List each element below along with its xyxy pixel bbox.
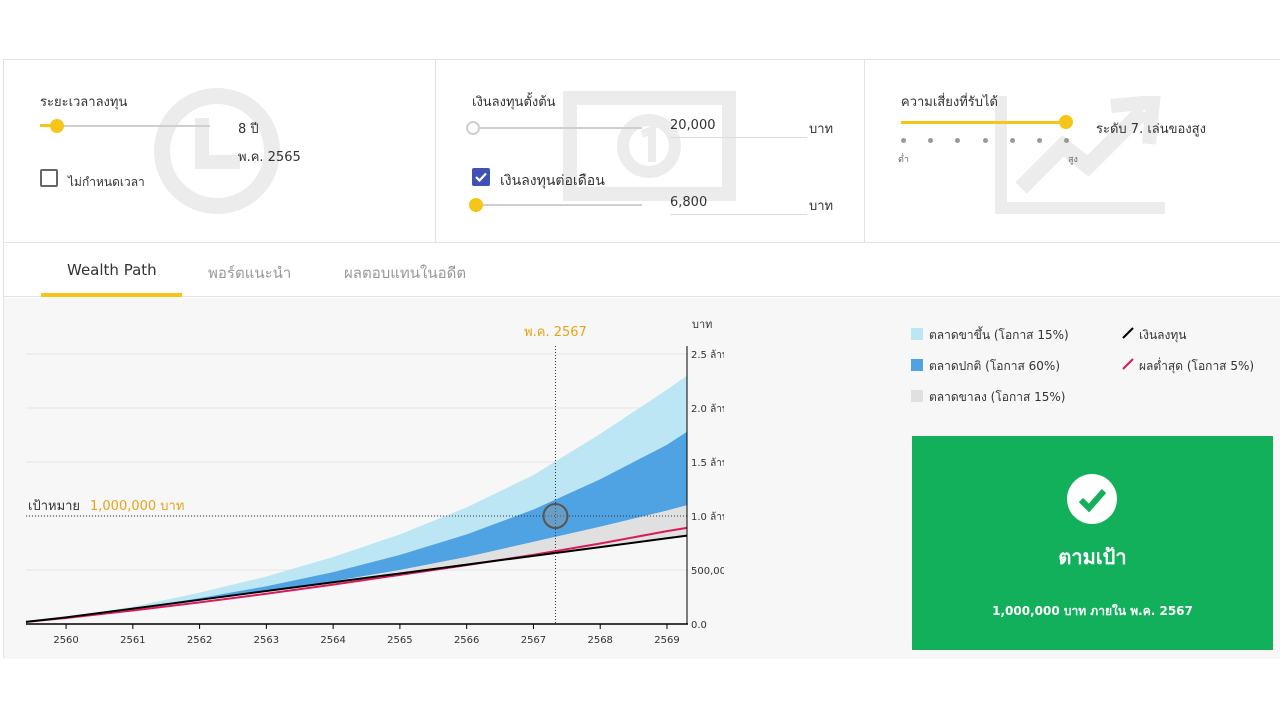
x-tick-label: 2561 — [120, 635, 145, 646]
duration-value: 8 ปี — [238, 122, 259, 137]
duration-slider-fill — [40, 124, 57, 127]
x-tick-label: 2567 — [521, 635, 546, 646]
goal-status-title: ตามเป้า — [1058, 545, 1127, 569]
risk-level-text: ระดับ 7. เล่นของสูง — [1096, 122, 1206, 137]
risk-slider-fill — [901, 121, 1066, 124]
investment-panel: เงินลงทุนตั้งต้น 20,000 บาท เงินลงทุนต่อ… — [436, 60, 865, 242]
tab-recommended-portfolio[interactable]: พอร์ตแนะนำ — [208, 264, 292, 282]
x-tick-label: 2560 — [53, 635, 78, 646]
duration-slider-knob[interactable] — [50, 119, 64, 133]
monthly-slider-track[interactable] — [472, 204, 642, 206]
risk-panel: ความเสี่ยงที่รับได้ ระดับ 7. เล่นของสูง … — [865, 60, 1280, 242]
y-tick-label: 2.0 ล้าน — [691, 403, 724, 415]
duration-panel: ระยะเวลาลงทุน 8 ปี พ.ค. 2565 ไม่กำหนดเวล… — [4, 60, 436, 242]
initial-slider-track[interactable] — [472, 127, 642, 129]
controls-divider — [4, 242, 1280, 243]
x-tick-label: 2566 — [454, 635, 479, 646]
band-normal-market — [26, 431, 687, 622]
y-tick-label: 1.0 ล้าน — [691, 511, 724, 523]
trend-up-icon — [995, 96, 1165, 214]
line-worst-case — [25, 526, 688, 623]
monthly-slider-knob[interactable] — [469, 198, 483, 212]
x-tick-label: 2563 — [254, 635, 279, 646]
marker-date-label: พ.ค. 2567 — [524, 325, 587, 340]
risk-step-dot[interactable] — [901, 138, 906, 143]
legend-swatch-up — [911, 328, 923, 340]
initial-amount-input[interactable]: 20,000 — [670, 116, 807, 138]
x-tick-label: 2565 — [387, 635, 412, 646]
initial-investment-label: เงินลงทุนตั้งต้น — [472, 95, 556, 110]
success-check-icon — [1067, 474, 1117, 524]
risk-low-label: ต่ำ — [898, 155, 909, 165]
risk-step-dot[interactable] — [1010, 138, 1015, 143]
no-limit-label: ไม่กำหนดเวลา — [68, 175, 145, 189]
x-tick-label: 2564 — [320, 635, 345, 646]
line-invested — [25, 534, 688, 623]
clock-icon — [154, 88, 280, 214]
legend-normal: ตลาดปกติ (โอกาส 60%) — [929, 359, 1060, 373]
tab-past-returns[interactable]: ผลตอบแทนในอดีต — [344, 264, 467, 282]
y-tick-label: 0.0 — [691, 620, 707, 631]
band-bull-market — [26, 375, 687, 622]
target-label: เป้าหมาย — [28, 499, 80, 514]
risk-step-dot[interactable] — [928, 138, 933, 143]
x-tick-label: 2569 — [654, 635, 679, 646]
legend-swatch-normal — [911, 359, 923, 371]
legend-down: ตลาดขาลง (โอกาส 15%) — [929, 390, 1066, 404]
target-hit-marker — [542, 503, 569, 529]
no-limit-checkbox[interactable] — [40, 169, 58, 187]
y-tick-label: 1.5 ล้าน — [691, 457, 724, 469]
tab-wealth-path[interactable]: Wealth Path — [67, 261, 157, 279]
risk-step-dot[interactable] — [955, 138, 960, 143]
duration-slider-track[interactable] — [40, 125, 210, 127]
wealth-path-chart: พ.ค. 2567 เป้าหมาย 1,000,000 บาท 0.0 500,00… — [25, 318, 724, 646]
legend-line-invested — [1122, 327, 1134, 339]
active-tab-indicator — [41, 293, 182, 297]
banknote-icon — [563, 91, 736, 201]
legend-swatch-down — [911, 390, 923, 402]
legend-up: ตลาดขาขึ้น (โอกาส 15%) — [929, 328, 1069, 342]
risk-slider-knob[interactable] — [1059, 115, 1073, 129]
goal-status-subtitle: 1,000,000 บาท ภายใน พ.ค. 2567 — [992, 604, 1193, 618]
tab-bar: Wealth Path พอร์ตแนะนำ ผลตอบแทนในอดีต — [4, 243, 1280, 297]
duration-label: ระยะเวลาลงทุน — [40, 95, 128, 110]
x-tick-label: 2562 — [187, 635, 212, 646]
legend-worst: ผลต่ำสุด (โอกาส 5%) — [1139, 359, 1255, 373]
risk-step-dot[interactable] — [1064, 138, 1069, 143]
y-unit-label: บาท — [692, 318, 712, 331]
wealth-path-content: พ.ค. 2567 เป้าหมาย 1,000,000 บาท 0.0 500,00… — [4, 298, 1280, 659]
monthly-checkbox[interactable] — [472, 168, 490, 186]
goal-result-card: ตามเป้า 1,000,000 บาท ภายใน พ.ค. 2567 — [912, 436, 1273, 650]
target-value: 1,000,000 บาท — [90, 499, 184, 514]
initial-slider-knob[interactable] — [466, 121, 480, 135]
legend-invested: เงินลงทุน — [1139, 328, 1187, 342]
risk-label: ความเสี่ยงที่รับได้ — [901, 95, 998, 110]
investment-planner: ระยะเวลาลงทุน 8 ปี พ.ค. 2565 ไม่กำหนดเวล… — [3, 59, 1280, 659]
monthly-unit: บาท — [809, 199, 834, 214]
duration-year: พ.ค. 2565 — [238, 150, 301, 165]
y-tick-label: 2.5 ล้าน — [691, 349, 724, 361]
x-tick-label: 2568 — [587, 635, 612, 646]
monthly-amount-input[interactable]: 6,800 — [670, 193, 807, 215]
risk-high-label: สูง — [1068, 155, 1078, 165]
legend-line-worst — [1122, 358, 1134, 370]
risk-step-dot[interactable] — [1037, 138, 1042, 143]
risk-step-dot[interactable] — [983, 138, 988, 143]
initial-unit: บาท — [809, 122, 834, 137]
monthly-investment-label: เงินลงทุนต่อเดือน — [500, 173, 605, 189]
y-tick-label: 500,000 — [691, 566, 724, 577]
checkmark-icon — [475, 172, 487, 183]
